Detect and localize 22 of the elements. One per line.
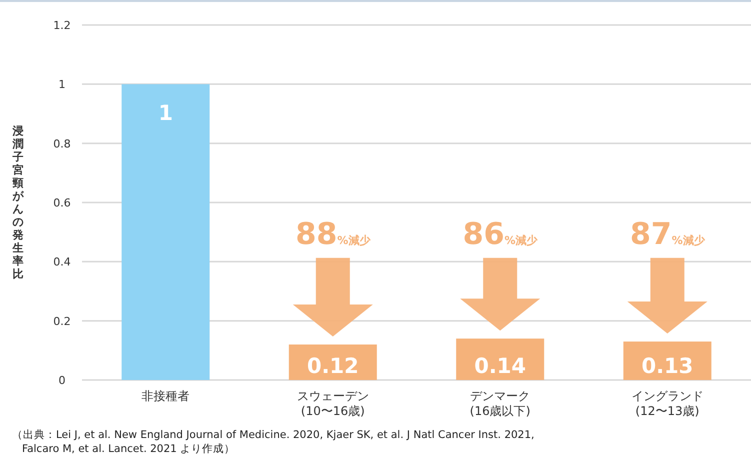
data-label: 0.13 bbox=[641, 354, 694, 378]
data-label: 0.14 bbox=[474, 354, 526, 378]
text: （出典：Lei J, et al. New England Journal of Medicine. 2020, Kjaer SK, et al. J Natl Cancer Inst. 2021, Falcaro M, et al. Lancet. 2021 より作成） bbox=[12, 428, 534, 455]
data-label: 1 bbox=[158, 101, 173, 126]
annotation: 86%減少 bbox=[462, 216, 539, 252]
y-tick-label: 0.8 bbox=[53, 137, 71, 150]
bar bbox=[122, 84, 210, 380]
y-tick-label: 1 bbox=[58, 78, 66, 92]
x-tick-label: イングランド (12〜13歳) bbox=[631, 389, 704, 418]
y-tick-label: 0.2 bbox=[53, 314, 71, 328]
y-tick-label: 0.4 bbox=[53, 256, 71, 269]
annotation: 88%減少 bbox=[295, 216, 372, 252]
x-tick-label: スウェーデン (10〜16歳) bbox=[296, 389, 369, 418]
bar bbox=[456, 338, 544, 380]
y-tick-label: 0.6 bbox=[53, 196, 71, 210]
x-tick-label: デンマーク (16歳以下) bbox=[470, 389, 530, 418]
y-tick-label: 1.2 bbox=[53, 19, 71, 32]
data-label: 0.12 bbox=[306, 354, 359, 378]
text: 浸潤子宮頸がんの発生率比 bbox=[12, 124, 24, 280]
y-tick-label: 0 bbox=[58, 374, 66, 387]
x-tick-label: 非接種者 bbox=[142, 389, 190, 403]
annotation: 87%減少 bbox=[630, 216, 706, 252]
